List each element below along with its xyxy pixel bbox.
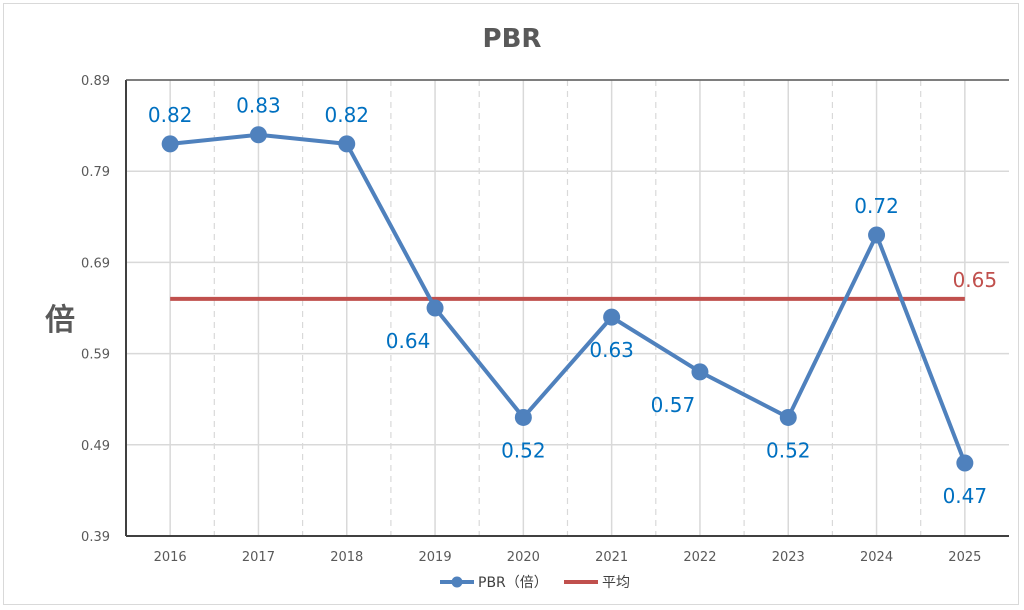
pbr-data-point [338, 135, 356, 153]
pbr-data-label: 0.83 [236, 94, 281, 118]
x-tick-label: 2018 [330, 550, 363, 565]
pbr-data-point [779, 408, 797, 426]
pbr-data-label: 0.47 [943, 484, 988, 508]
pbr-data-label: 0.82 [324, 103, 369, 127]
x-tick-label: 2016 [154, 550, 187, 565]
y-tick-label: 0.49 [81, 439, 110, 454]
average-label: 0.65 [953, 268, 998, 292]
x-tick-label: 2024 [860, 550, 893, 565]
y-tick-label: 0.79 [81, 165, 110, 180]
y-tick-label: 0.89 [81, 74, 110, 89]
y-tick-label: 0.39 [81, 530, 110, 545]
x-tick-label: 2021 [595, 550, 628, 565]
pbr-data-label: 0.64 [386, 329, 431, 353]
x-tick-label: 2022 [683, 550, 716, 565]
pbr-series-line [169, 132, 967, 464]
pbr-data-point [426, 299, 444, 317]
x-tick-label: 2017 [242, 550, 275, 565]
pbr-data-point [868, 226, 886, 244]
pbr-data-point [161, 135, 179, 153]
x-tick-label: 2020 [507, 550, 540, 565]
legend-average-label: 平均 [602, 575, 630, 591]
y-axis-label: 倍 [45, 303, 75, 338]
legend-pbr-marker [451, 576, 463, 588]
pbr-data-point [249, 126, 267, 144]
x-tick-label: 2025 [948, 550, 981, 565]
pbr-data-label: 0.82 [148, 103, 193, 127]
pbr-data-label: 0.72 [854, 194, 899, 218]
pbr-data-point [691, 363, 709, 381]
chart-frame [3, 3, 1019, 605]
y-tick-label: 0.59 [81, 348, 110, 363]
x-tick-label: 2023 [772, 550, 805, 565]
chart-title: PBR [483, 24, 542, 54]
pbr-data-point [603, 308, 621, 326]
x-tick-label: 2019 [419, 550, 452, 565]
pbr-data-label: 0.63 [589, 338, 634, 362]
pbr-data-point [514, 408, 532, 426]
pbr-data-label: 0.52 [766, 438, 811, 462]
pbr-data-point [956, 454, 974, 472]
legend-pbr-label: PBR（倍） [478, 575, 548, 591]
y-tick-label: 0.69 [81, 256, 110, 271]
pbr-data-label: 0.52 [501, 438, 546, 462]
pbr-data-label: 0.57 [651, 393, 696, 417]
